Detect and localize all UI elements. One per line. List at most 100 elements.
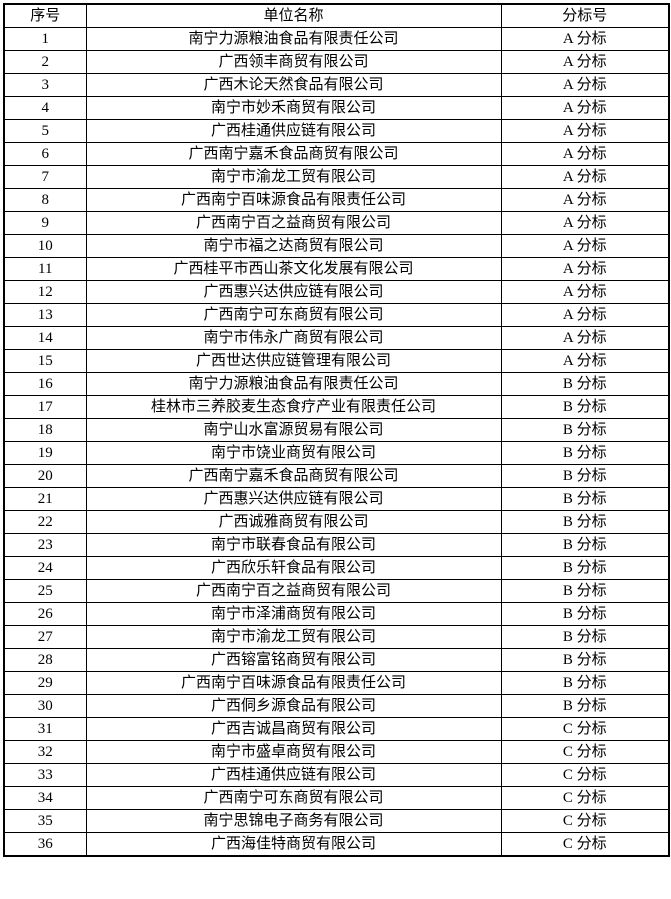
company-name-cell: 南宁山水富源贸易有限公司 [85,418,502,442]
table-row: 7 南宁市渝龙工贸有限公司 A 分标 [3,165,670,189]
table-row: 11 广西桂平市西山茶文化发展有限公司 A 分标 [3,257,670,281]
company-name-cell: 南宁市福之达商贸有限公司 [85,234,502,258]
table-row: 25 广西南宁百之益商贸有限公司 B 分标 [3,579,670,603]
section-label-cell: B 分标 [500,418,670,442]
row-number-cell: 20 [3,464,87,488]
section-label-cell: B 分标 [500,533,670,557]
company-name-cell: 南宁市泽浦商贸有限公司 [85,602,502,626]
row-number-cell: 10 [3,234,87,258]
table-row: 19 南宁市饶业商贸有限公司 B 分标 [3,441,670,465]
row-number-cell: 23 [3,533,87,557]
section-label-cell: C 分标 [500,763,670,787]
header-cell-name: 单位名称 [85,3,502,28]
bid-sections-table: 序号 单位名称 分标号 1 南宁力源粮油食品有限责任公司 A 分标 2 广西领丰商贸有限… [3,3,670,857]
table-row: 24 广西欣乐轩食品有限公司 B 分标 [3,556,670,580]
section-label-cell: A 分标 [500,119,670,143]
company-name-cell: 广西桂通供应链有限公司 [85,763,502,787]
company-name-cell: 广西南宁百味源食品有限责任公司 [85,188,502,212]
section-label-cell: B 分标 [500,395,670,419]
company-name-cell: 南宁市渝龙工贸有限公司 [85,165,502,189]
company-name-cell: 广西桂通供应链有限公司 [85,119,502,143]
table-row: 1 南宁力源粮油食品有限责任公司 A 分标 [3,27,670,51]
table-row: 27 南宁市渝龙工贸有限公司 B 分标 [3,625,670,649]
row-number-cell: 27 [3,625,87,649]
row-number-cell: 11 [3,257,87,281]
row-number-cell: 16 [3,372,87,396]
table-row: 10 南宁市福之达商贸有限公司 A 分标 [3,234,670,258]
row-number-cell: 13 [3,303,87,327]
row-number-cell: 15 [3,349,87,373]
section-label-cell: B 分标 [500,579,670,603]
section-label-cell: A 分标 [500,349,670,373]
table-row: 33 广西桂通供应链有限公司 C 分标 [3,763,670,787]
row-number-cell: 8 [3,188,87,212]
company-name-cell: 南宁市联春食品有限公司 [85,533,502,557]
row-number-cell: 33 [3,763,87,787]
row-number-cell: 12 [3,280,87,304]
row-number-cell: 14 [3,326,87,350]
table-header: 序号 单位名称 分标号 [3,3,670,28]
company-name-cell: 广西惠兴达供应链有限公司 [85,487,502,511]
row-number-cell: 2 [3,50,87,74]
section-label-cell: B 分标 [500,441,670,465]
table-row: 28 广西镕富铭商贸有限公司 B 分标 [3,648,670,672]
table-row: 5 广西桂通供应链有限公司 A 分标 [3,119,670,143]
section-label-cell: A 分标 [500,326,670,350]
section-label-cell: B 分标 [500,694,670,718]
section-label-cell: B 分标 [500,556,670,580]
table-row: 21 广西惠兴达供应链有限公司 B 分标 [3,487,670,511]
row-number-cell: 18 [3,418,87,442]
row-number-cell: 26 [3,602,87,626]
section-label-cell: B 分标 [500,487,670,511]
row-number-cell: 17 [3,395,87,419]
company-name-cell: 广西南宁可东商贸有限公司 [85,786,502,810]
section-label-cell: A 分标 [500,211,670,235]
section-label-cell: B 分标 [500,510,670,534]
company-name-cell: 广西侗乡源食品有限公司 [85,694,502,718]
section-label-cell: B 分标 [500,372,670,396]
table-body: 1 南宁力源粮油食品有限责任公司 A 分标 2 广西领丰商贸有限公司 A 分标 3 广西木论天… [3,27,670,857]
company-name-cell: 广西海佳特商贸有限公司 [85,832,502,857]
header-cell-no: 序号 [3,3,87,28]
section-label-cell: A 分标 [500,27,670,51]
table-row: 4 南宁市妙禾商贸有限公司 A 分标 [3,96,670,120]
row-number-cell: 34 [3,786,87,810]
company-name-cell: 南宁市渝龙工贸有限公司 [85,625,502,649]
row-number-cell: 6 [3,142,87,166]
table-row: 29 广西南宁百味源食品有限责任公司 B 分标 [3,671,670,695]
table-row: 32 南宁市盛卓商贸有限公司 C 分标 [3,740,670,764]
table-row: 35 南宁思锦电子商务有限公司 C 分标 [3,809,670,833]
company-name-cell: 南宁思锦电子商务有限公司 [85,809,502,833]
section-label-cell: A 分标 [500,50,670,74]
row-number-cell: 25 [3,579,87,603]
table-row: 34 广西南宁可东商贸有限公司 C 分标 [3,786,670,810]
row-number-cell: 7 [3,165,87,189]
section-label-cell: C 分标 [500,832,670,857]
section-label-cell: A 分标 [500,280,670,304]
section-label-cell: A 分标 [500,73,670,97]
row-number-cell: 31 [3,717,87,741]
company-name-cell: 广西南宁百之益商贸有限公司 [85,211,502,235]
table-row: 2 广西领丰商贸有限公司 A 分标 [3,50,670,74]
table-row: 3 广西木论天然食品有限公司 A 分标 [3,73,670,97]
row-number-cell: 5 [3,119,87,143]
table-row: 14 南宁市伟永广商贸有限公司 A 分标 [3,326,670,350]
row-number-cell: 21 [3,487,87,511]
company-name-cell: 广西世达供应链管理有限公司 [85,349,502,373]
row-number-cell: 35 [3,809,87,833]
section-label-cell: A 分标 [500,188,670,212]
company-name-cell: 广西吉诚昌商贸有限公司 [85,717,502,741]
section-label-cell: A 分标 [500,303,670,327]
section-label-cell: B 分标 [500,602,670,626]
row-number-cell: 30 [3,694,87,718]
section-label-cell: B 分标 [500,671,670,695]
header-row: 序号 单位名称 分标号 [3,3,670,28]
table-row: 13 广西南宁可东商贸有限公司 A 分标 [3,303,670,327]
section-label-cell: A 分标 [500,165,670,189]
table-row: 30 广西侗乡源食品有限公司 B 分标 [3,694,670,718]
row-number-cell: 9 [3,211,87,235]
table-row: 9 广西南宁百之益商贸有限公司 A 分标 [3,211,670,235]
company-name-cell: 广西南宁百味源食品有限责任公司 [85,671,502,695]
section-label-cell: A 分标 [500,257,670,281]
table-row: 23 南宁市联春食品有限公司 B 分标 [3,533,670,557]
